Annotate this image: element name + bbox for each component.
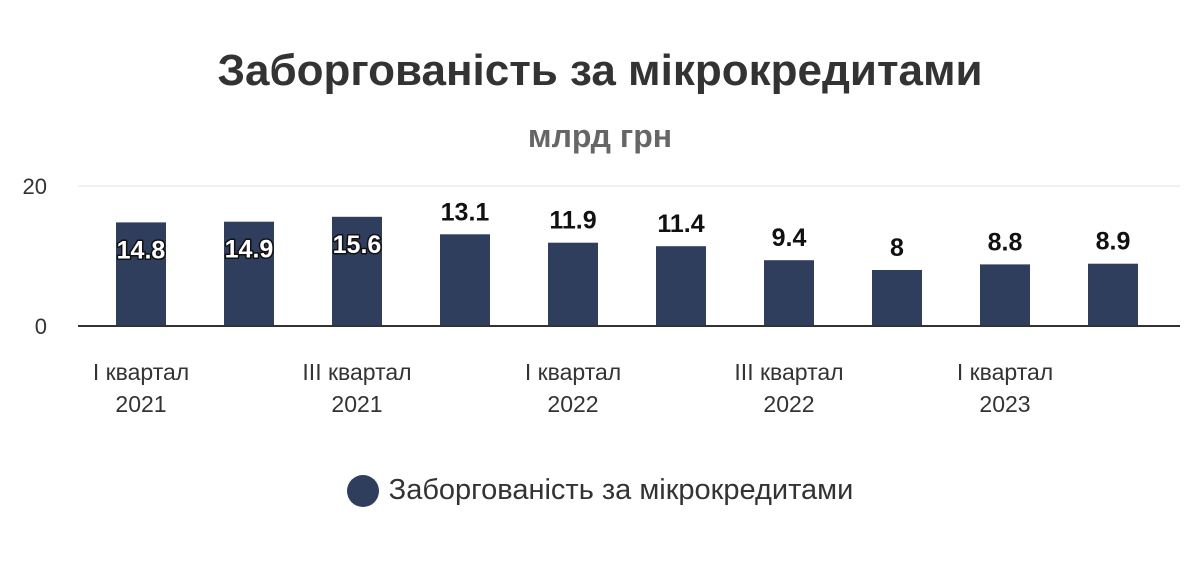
chart-subtitle: млрд грн bbox=[527, 118, 673, 154]
data-label: 14.8 bbox=[117, 236, 166, 264]
x-tick-label-line: III квартал bbox=[734, 359, 843, 385]
x-tick-label-line: III квартал bbox=[302, 359, 411, 385]
label-layer: 14.8 14.9 15.6 13.1 11.9 11.4 9.4 8 8.8 8.9 bbox=[115, 198, 1131, 266]
bar-layer bbox=[116, 216, 1138, 326]
x-tick-label-line: 2022 bbox=[547, 391, 598, 417]
data-label: 9.4 bbox=[772, 224, 807, 252]
bar bbox=[548, 242, 598, 326]
bar bbox=[656, 246, 706, 326]
x-tick-label-line: I квартал bbox=[525, 359, 621, 385]
x-tick-label: III квартал 2021 bbox=[302, 359, 411, 417]
data-label: 8.9 bbox=[1096, 228, 1131, 256]
bar bbox=[980, 264, 1030, 326]
bar bbox=[1088, 263, 1138, 326]
x-tick-label: I квартал 2022 bbox=[525, 359, 621, 417]
data-label: 11.9 bbox=[549, 207, 596, 235]
x-tick-label: I квартал 2023 bbox=[957, 359, 1053, 417]
x-tick-label-line: 2021 bbox=[115, 391, 166, 417]
legend-marker bbox=[346, 474, 379, 507]
data-label: 8 bbox=[890, 234, 904, 262]
data-label: 15.6 bbox=[333, 231, 382, 259]
data-label: 11.4 bbox=[657, 210, 704, 238]
data-label: 13.1 bbox=[441, 198, 490, 226]
x-tick-label-line: I квартал bbox=[957, 359, 1053, 385]
data-label: 8.8 bbox=[988, 228, 1023, 256]
x-tick-label: III квартал 2022 bbox=[734, 359, 843, 417]
x-tick-label-line: 2023 bbox=[979, 391, 1030, 417]
bar bbox=[872, 270, 922, 326]
bar bbox=[440, 234, 490, 326]
x-tick-label: I квартал 2021 bbox=[93, 359, 189, 417]
x-tick-label-line: 2022 bbox=[763, 391, 814, 417]
legend-label: Заборгованість за мікрокредитами bbox=[388, 474, 854, 506]
chart-title: Заборгованість за мікрокредитами bbox=[217, 46, 983, 95]
bar bbox=[332, 216, 382, 326]
x-tick-label-line: 2021 bbox=[331, 391, 382, 417]
y-tick-label: 0 bbox=[35, 314, 47, 339]
bar bbox=[116, 222, 166, 326]
legend[interactable]: Заборгованість за мікрокредитами bbox=[0, 474, 1200, 507]
y-tick-label: 20 bbox=[23, 174, 47, 199]
bar bbox=[764, 260, 814, 326]
data-label: 14.9 bbox=[225, 236, 274, 264]
x-tick-label-line: I квартал bbox=[93, 359, 189, 385]
bar bbox=[224, 221, 274, 326]
